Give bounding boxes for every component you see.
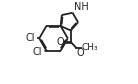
- Text: Cl: Cl: [25, 33, 35, 43]
- Text: O: O: [57, 37, 64, 47]
- Text: NH: NH: [74, 2, 88, 12]
- Text: O: O: [76, 48, 84, 58]
- Text: CH₃: CH₃: [82, 43, 98, 52]
- Text: Cl: Cl: [33, 47, 43, 57]
